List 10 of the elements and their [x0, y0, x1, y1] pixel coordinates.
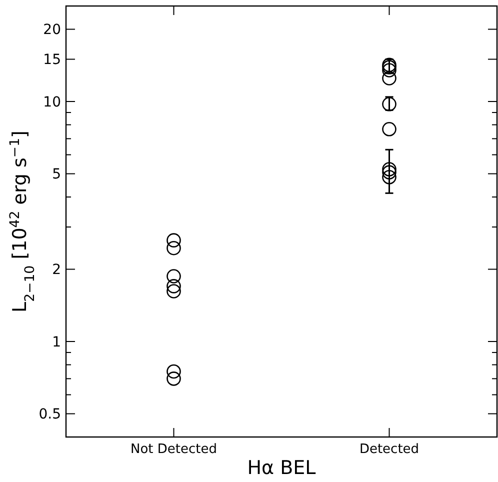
y-tick-label: 1: [52, 334, 61, 350]
y-tick-label: 0.5: [38, 406, 61, 423]
x-tick-label: Not Detected: [130, 442, 218, 457]
x-axis-title: Hα BEL: [247, 457, 316, 479]
y-tick-label: 2: [52, 262, 61, 278]
y-tick-label: 15: [43, 52, 61, 68]
y-tick-label: 20: [43, 22, 61, 38]
y-tick-label: 5: [52, 166, 61, 183]
y-tick-label: 10: [43, 94, 61, 110]
x-tick-label: Detected: [359, 442, 420, 457]
